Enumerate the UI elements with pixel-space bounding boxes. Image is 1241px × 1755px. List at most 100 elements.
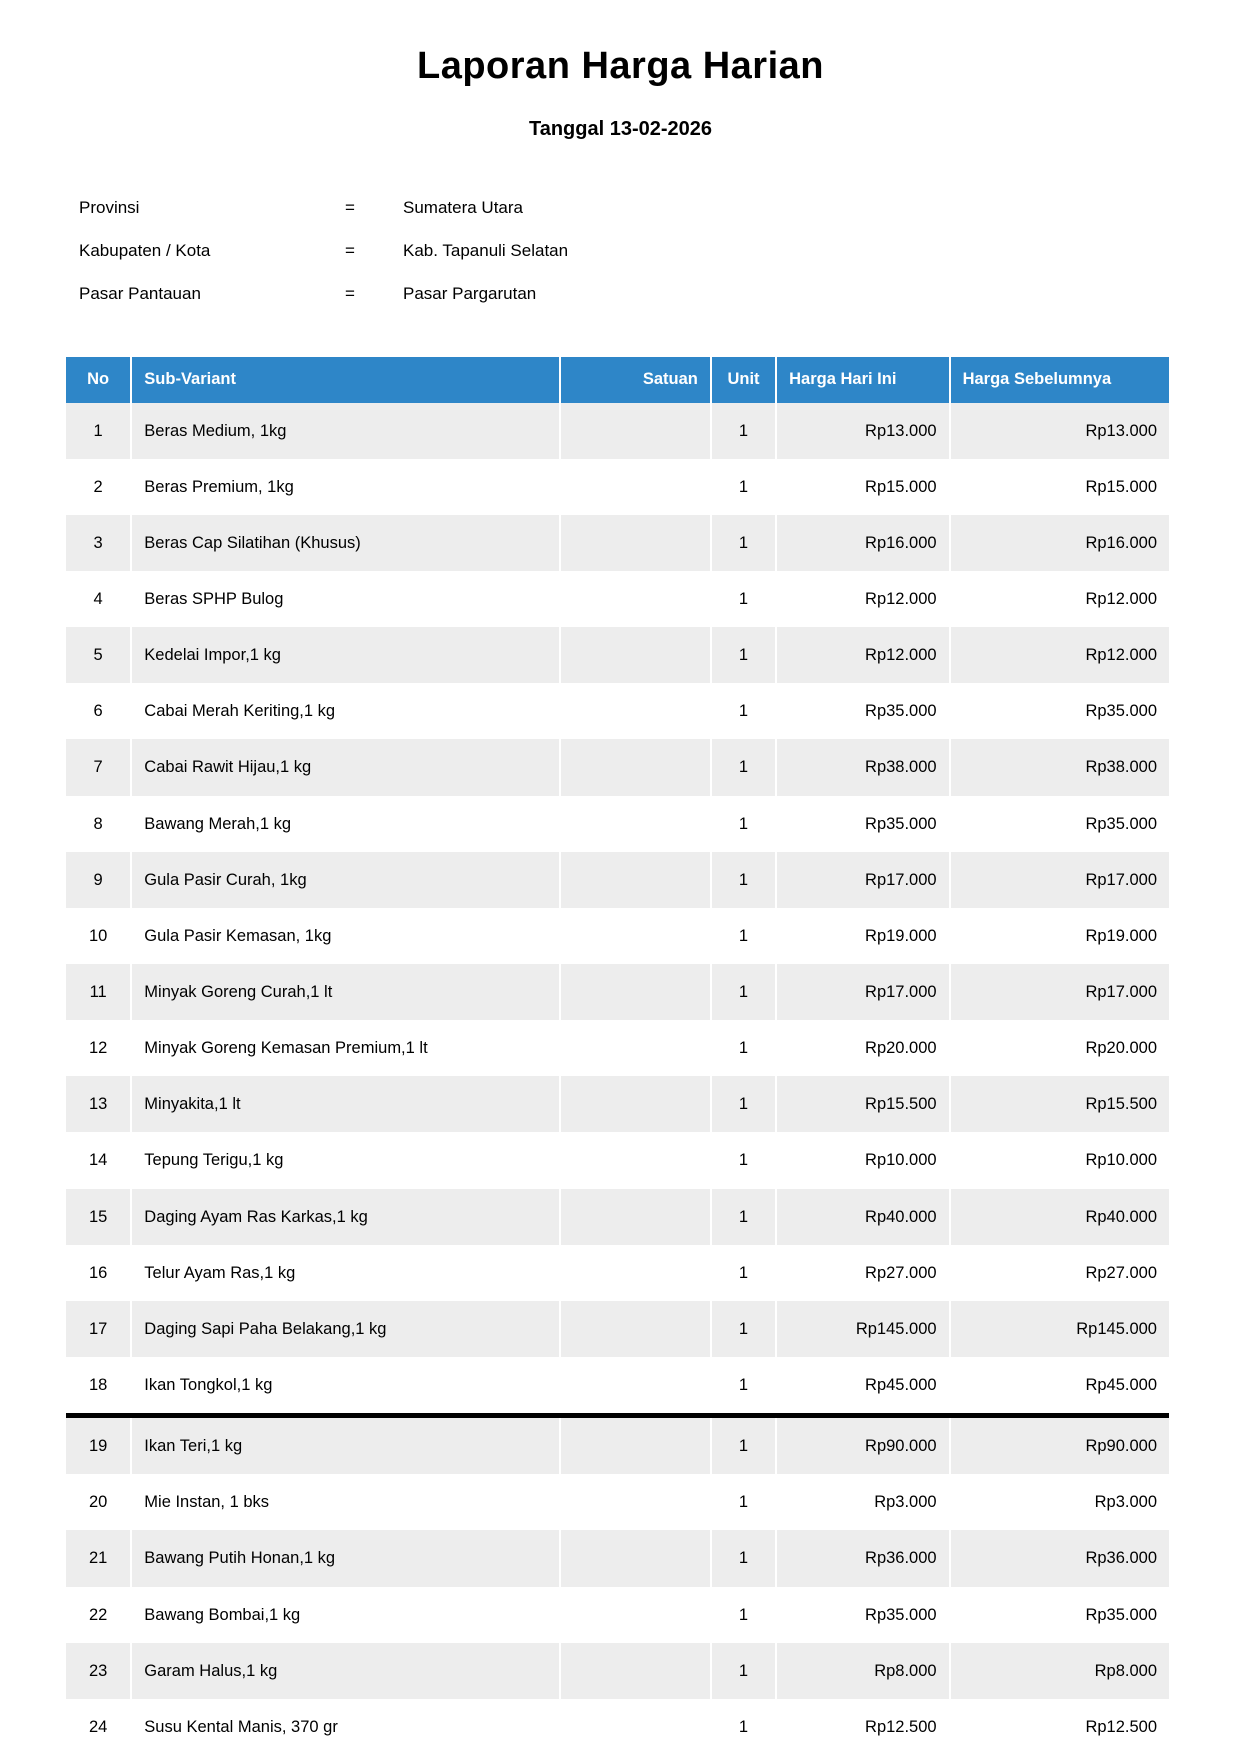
table-row: 18 Ikan Tongkol,1 kg 1 Rp45.000 Rp45.000 <box>66 1356 1169 1416</box>
cell-sub-variant: Ikan Teri,1 kg <box>131 1413 561 1475</box>
cell-sub-variant: Beras Cap Silatihan (Khusus) <box>131 514 561 572</box>
cell-unit: 1 <box>710 964 778 1021</box>
cell-harga-hari-ini: Rp13.000 <box>776 402 951 459</box>
cell-harga-sebelumnya: Rp90.000 <box>949 1413 1169 1475</box>
cell-satuan <box>559 1586 712 1643</box>
cell-satuan <box>559 402 712 459</box>
cell-no: 13 <box>66 1076 133 1133</box>
cell-no: 3 <box>66 514 133 572</box>
meta-label-kabupaten-kota: Kabupaten / Kota <box>79 240 211 260</box>
cell-harga-hari-ini: Rp27.000 <box>776 1244 951 1301</box>
cell-unit: 1 <box>710 1132 778 1189</box>
cell-satuan <box>559 1530 712 1587</box>
table-row: 2 Beras Premium, 1kg 1 Rp15.000 Rp15.000 <box>66 458 1169 515</box>
cell-sub-variant: Daging Sapi Paha Belakang,1 kg <box>131 1300 561 1357</box>
table-row: 24 Susu Kental Manis, 370 gr 1 Rp12.500 Rp12… <box>66 1698 1169 1755</box>
cell-harga-sebelumnya: Rp40.000 <box>949 1188 1169 1245</box>
cell-unit: 1 <box>710 1413 778 1475</box>
report-date-subtitle: Tanggal 13-02-2026 <box>528 117 713 140</box>
cell-sub-variant: Kedelai Impor,1 kg <box>131 627 561 684</box>
cell-no: 15 <box>66 1188 133 1245</box>
cell-unit: 1 <box>710 1474 778 1531</box>
cell-sub-variant: Telur Ayam Ras,1 kg <box>131 1244 561 1301</box>
cell-harga-hari-ini: Rp36.000 <box>776 1530 951 1587</box>
cell-harga-sebelumnya: Rp145.000 <box>949 1300 1169 1357</box>
table-row: 13 Minyakita,1 lt 1 Rp15.500 Rp15.500 <box>66 1076 1169 1133</box>
cell-harga-sebelumnya: Rp35.000 <box>949 683 1169 740</box>
table-row: 21 Bawang Putih Honan,1 kg 1 Rp36.000 Rp36.0… <box>66 1530 1169 1587</box>
table-row: 11 Minyak Goreng Curah,1 lt 1 Rp17.000 Rp17.… <box>66 964 1169 1021</box>
cell-satuan <box>559 571 712 628</box>
cell-no: 8 <box>66 795 133 852</box>
cell-satuan <box>559 1132 712 1189</box>
column-header-sub-variant: Sub-Variant <box>131 356 561 403</box>
price-table-container: No Sub-Variant Satuan Unit Harga Hari In… <box>0 328 1241 1755</box>
table-row: 20 Mie Instan, 1 bks 1 Rp3.000 Rp3.000 <box>66 1474 1169 1531</box>
cell-satuan <box>559 1356 712 1416</box>
table-row: 15 Daging Ayam Ras Karkas,1 kg 1 Rp40.000 Rp… <box>66 1188 1169 1245</box>
table-row: 7 Cabai Rawit Hijau,1 kg 1 Rp38.000 Rp38.000 <box>66 739 1169 796</box>
table-row: 23 Garam Halus,1 kg 1 Rp8.000 Rp8.000 <box>66 1642 1169 1699</box>
cell-harga-sebelumnya: Rp15.000 <box>949 458 1169 515</box>
table-row: 6 Cabai Merah Keriting,1 kg 1 Rp35.000 Rp35.… <box>66 683 1169 740</box>
cell-unit: 1 <box>710 458 778 515</box>
cell-harga-sebelumnya: Rp19.000 <box>949 907 1169 964</box>
cell-sub-variant: Tepung Terigu,1 kg <box>131 1132 561 1189</box>
cell-harga-sebelumnya: Rp3.000 <box>949 1474 1169 1531</box>
cell-harga-sebelumnya: Rp12.000 <box>949 571 1169 628</box>
cell-harga-sebelumnya: Rp15.500 <box>949 1076 1169 1133</box>
cell-unit: 1 <box>710 1356 778 1416</box>
cell-unit: 1 <box>710 1300 778 1357</box>
cell-no: 5 <box>66 627 133 684</box>
cell-sub-variant: Bawang Merah,1 kg <box>131 795 561 852</box>
cell-satuan <box>559 1020 712 1077</box>
cell-harga-hari-ini: Rp145.000 <box>776 1300 951 1357</box>
table-row: 5 Kedelai Impor,1 kg 1 Rp12.000 Rp12.000 <box>66 627 1169 684</box>
meta-equals-provinsi: = <box>345 197 355 217</box>
cell-satuan <box>559 458 712 515</box>
table-row: 1 Beras Medium, 1kg 1 Rp13.000 Rp13.000 <box>66 402 1169 459</box>
cell-sub-variant: Mie Instan, 1 bks <box>131 1474 561 1531</box>
cell-no: 7 <box>66 739 133 796</box>
table-row: 9 Gula Pasir Curah, 1kg 1 Rp17.000 Rp17.000 <box>66 851 1169 908</box>
cell-no: 24 <box>66 1698 133 1755</box>
cell-sub-variant: Susu Kental Manis, 370 gr <box>131 1698 561 1755</box>
table-row: 17 Daging Sapi Paha Belakang,1 kg 1 Rp145.0… <box>66 1300 1169 1357</box>
table-row: 22 Bawang Bombai,1 kg 1 Rp35.000 Rp35.000 <box>66 1586 1169 1643</box>
cell-sub-variant: Cabai Rawit Hijau,1 kg <box>131 739 561 796</box>
cell-harga-sebelumnya: Rp27.000 <box>949 1244 1169 1301</box>
cell-satuan <box>559 1698 712 1755</box>
cell-sub-variant: Beras Medium, 1kg <box>131 402 561 459</box>
cell-unit: 1 <box>710 1586 778 1643</box>
cell-satuan <box>559 851 712 908</box>
cell-harga-sebelumnya: Rp16.000 <box>949 514 1169 572</box>
cell-sub-variant: Minyak Goreng Curah,1 lt <box>131 964 561 1021</box>
cell-harga-hari-ini: Rp16.000 <box>776 514 951 572</box>
meta-value-kabupaten-kota: Kab. Tapanuli Selatan <box>403 240 569 260</box>
cell-unit: 1 <box>710 1188 778 1245</box>
cell-unit: 1 <box>710 1020 778 1077</box>
cell-unit: 1 <box>710 627 778 684</box>
cell-sub-variant: Minyak Goreng Kemasan Premium,1 lt <box>131 1020 561 1077</box>
cell-harga-sebelumnya: Rp20.000 <box>949 1020 1169 1077</box>
cell-unit: 1 <box>710 571 778 628</box>
cell-harga-hari-ini: Rp12.000 <box>776 571 951 628</box>
cell-satuan <box>559 795 712 852</box>
cell-unit: 1 <box>710 739 778 796</box>
price-table-body: 1 Beras Medium, 1kg 1 Rp13.000 Rp13.000 2 Bera… <box>66 402 1169 1755</box>
cell-harga-hari-ini: Rp8.000 <box>776 1642 951 1699</box>
cell-sub-variant: Bawang Bombai,1 kg <box>131 1586 561 1643</box>
cell-harga-sebelumnya: Rp38.000 <box>949 739 1169 796</box>
cell-harga-sebelumnya: Rp12.000 <box>949 627 1169 684</box>
table-row: 12 Minyak Goreng Kemasan Premium,1 lt 1 Rp2… <box>66 1020 1169 1077</box>
cell-harga-hari-ini: Rp15.500 <box>776 1076 951 1133</box>
cell-unit: 1 <box>710 1530 778 1587</box>
cell-no: 2 <box>66 458 133 515</box>
cell-satuan <box>559 907 712 964</box>
meta-value-provinsi: Sumatera Utara <box>403 197 523 217</box>
cell-satuan <box>559 964 712 1021</box>
cell-unit: 1 <box>710 514 778 572</box>
meta-equals-kabupaten-kota: = <box>345 240 355 260</box>
cell-sub-variant: Gula Pasir Kemasan, 1kg <box>131 907 561 964</box>
cell-no: 22 <box>66 1586 133 1643</box>
